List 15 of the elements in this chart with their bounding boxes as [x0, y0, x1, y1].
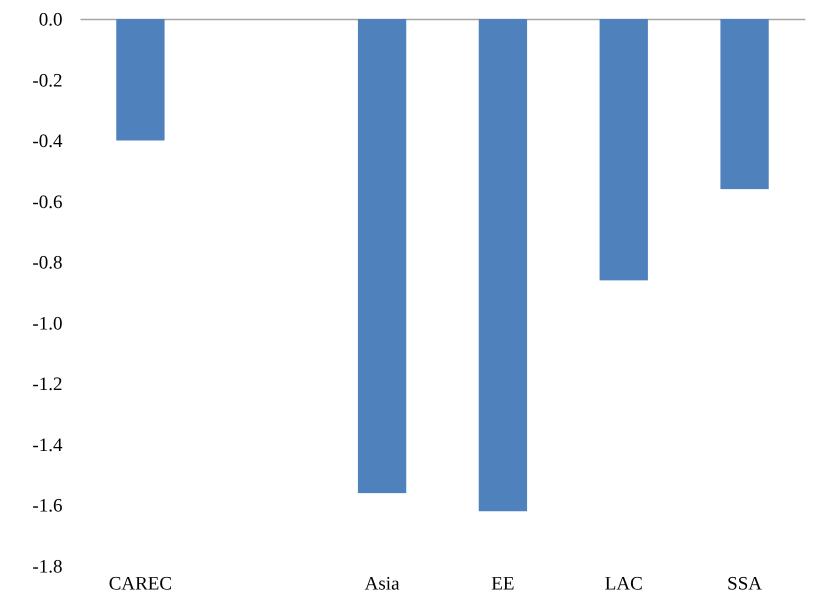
- y-tick-label: -0.4: [32, 131, 63, 152]
- y-tick-label: -1.6: [32, 496, 62, 517]
- y-tick-label: -0.2: [32, 70, 62, 92]
- y-tick-label: -1.8: [32, 556, 62, 578]
- y-tick-label: -1.2: [32, 374, 62, 396]
- x-tick-label: Asia: [364, 574, 400, 594]
- y-tick-label: -0.6: [32, 192, 62, 213]
- y-tick-label: -1.0: [32, 313, 62, 334]
- y-tick-label: 0.0: [38, 10, 62, 30]
- x-tick-label: CAREC: [108, 574, 172, 594]
- y-tick-label: -1.4: [32, 434, 63, 456]
- x-tick-label: EE: [491, 574, 515, 594]
- x-tick-label: SSA: [727, 574, 762, 594]
- y-tick-label: -0.8: [32, 252, 62, 274]
- x-tick-label: LAC: [604, 574, 643, 594]
